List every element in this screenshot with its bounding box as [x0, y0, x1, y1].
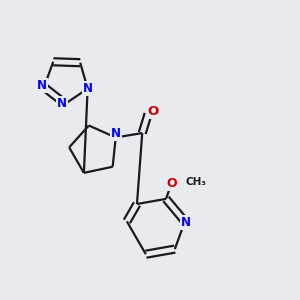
Text: N: N	[37, 79, 47, 92]
Text: O: O	[147, 105, 158, 118]
Text: N: N	[181, 216, 190, 229]
Text: N: N	[83, 82, 93, 95]
Text: N: N	[57, 97, 67, 110]
Text: O: O	[166, 177, 177, 190]
Text: CH₃: CH₃	[186, 177, 207, 187]
Text: N: N	[111, 128, 121, 140]
